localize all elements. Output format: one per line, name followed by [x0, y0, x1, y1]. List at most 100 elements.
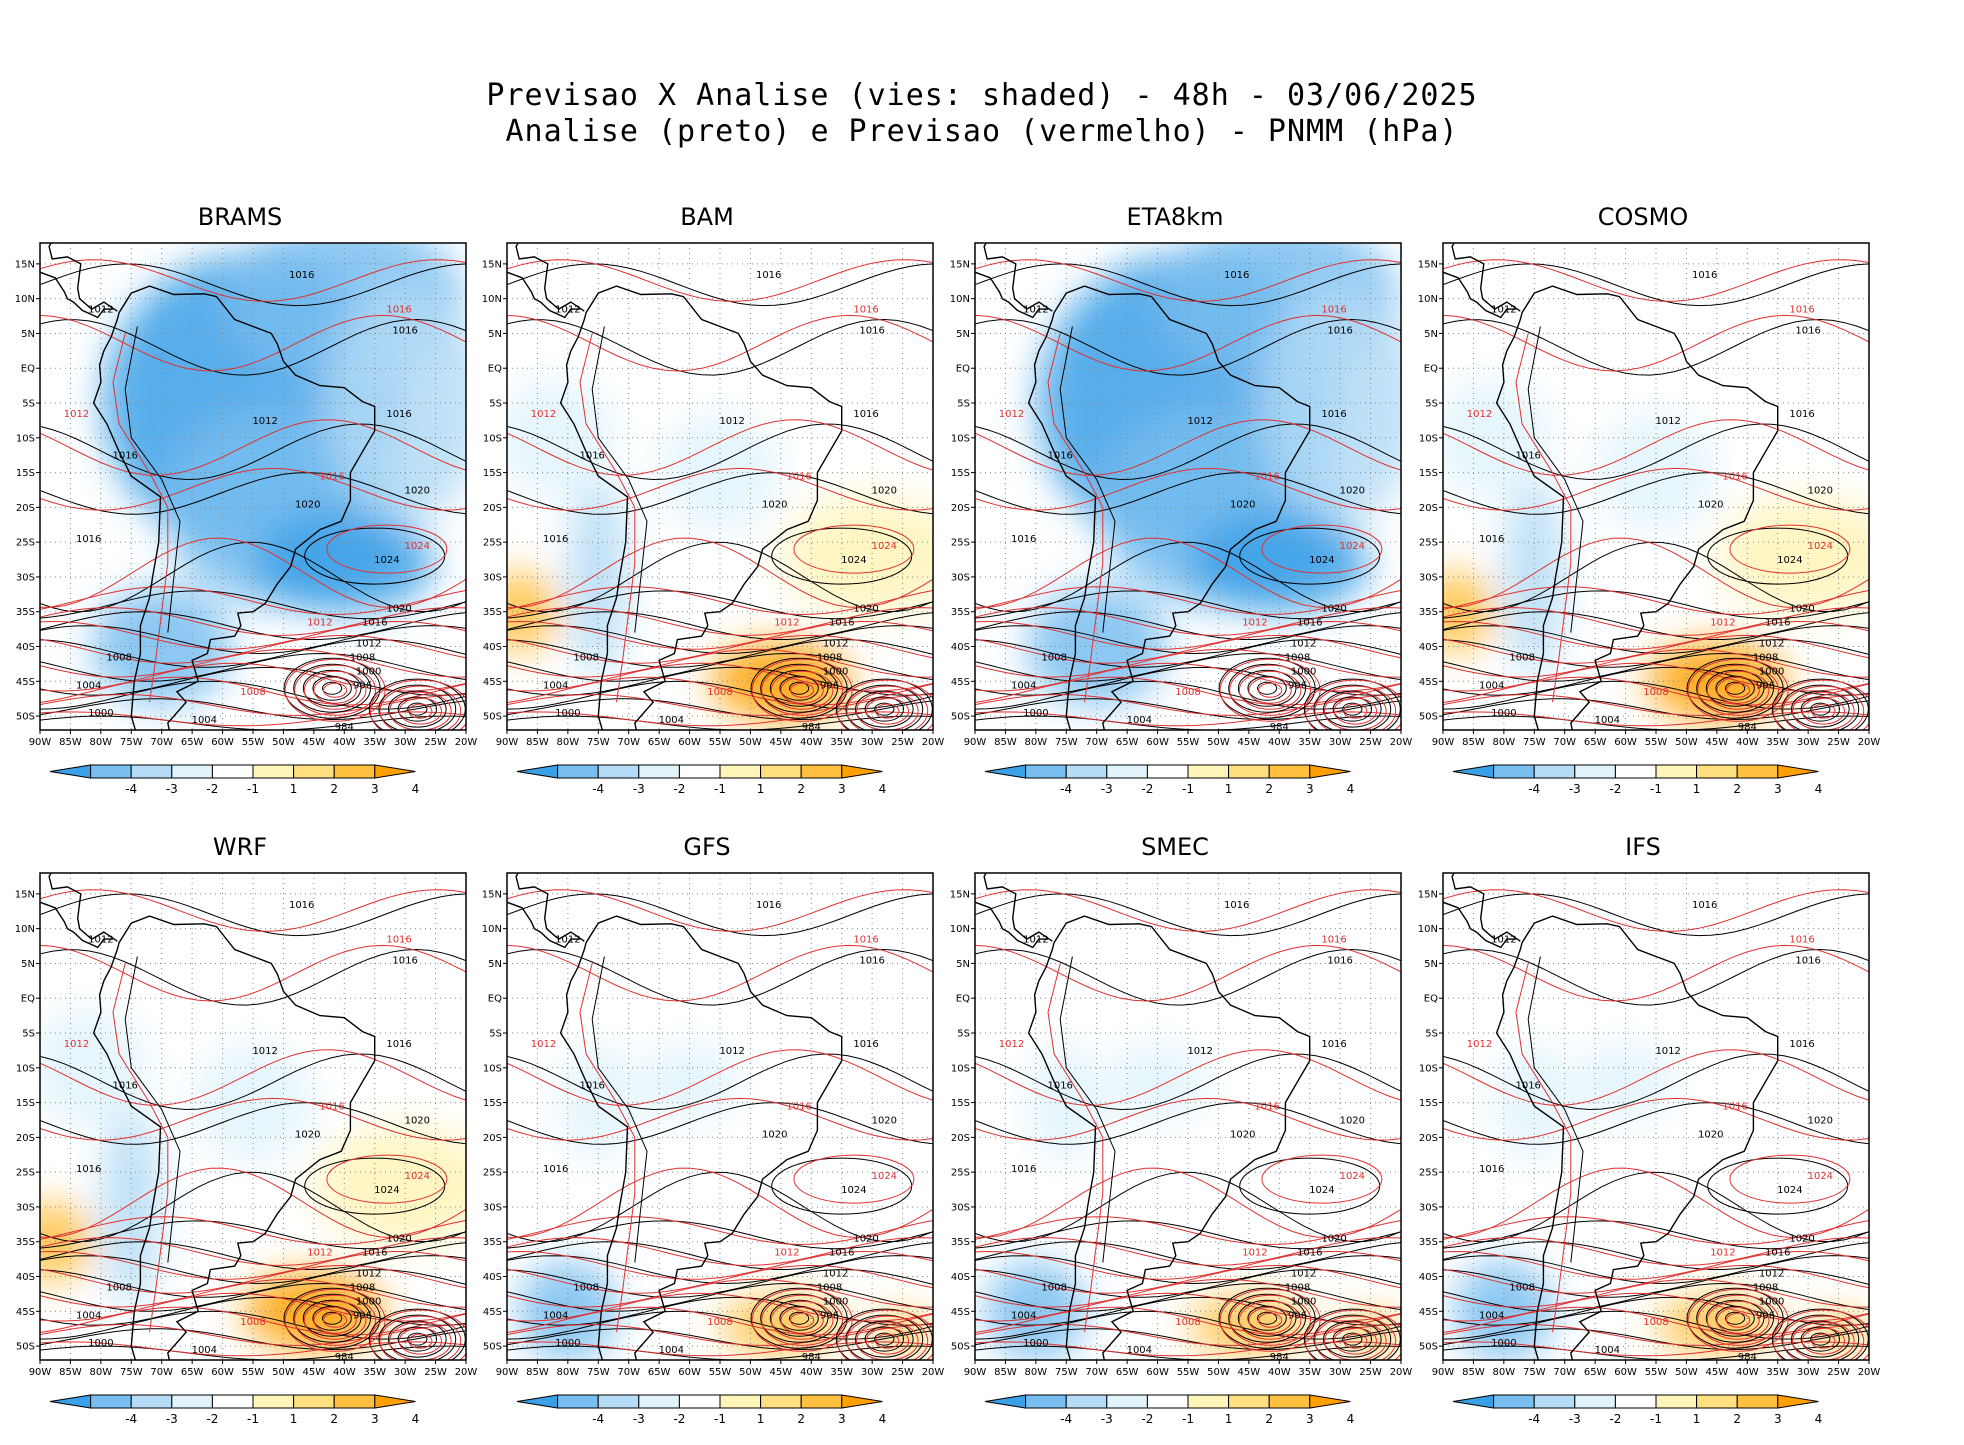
isobar-label: 1008	[1175, 1317, 1200, 1328]
isobar-label: 1016	[859, 955, 884, 966]
isobar-label: 1016	[1327, 325, 1352, 336]
lon-tick-label: 45W	[1706, 1367, 1729, 1378]
isobar-label: 1016	[543, 1164, 568, 1175]
colorbar-label: 2	[1733, 1412, 1741, 1426]
isobar-label: 1004	[659, 1345, 684, 1356]
lat-tick-label: 25S	[1419, 538, 1438, 549]
isobar-label: 1012	[1710, 1248, 1735, 1259]
lon-tick-label: 80W	[90, 1367, 113, 1378]
isobar-label: 1016	[1789, 409, 1814, 420]
colorbar: -4 -3 -2 -1 1 2 3 4	[516, 764, 887, 796]
lat-tick-label: 5S	[489, 1029, 502, 1040]
model-panel-smec: SMEC 1016 1016 1016 1012 1012 1012 1016 1016 1016…	[945, 825, 1413, 1445]
lon-tick-label: 55W	[1645, 1367, 1668, 1378]
model-panel-wrf: WRF 1016 1016 1016 1012 1012 1012 1016 1016 1016 1…	[10, 825, 478, 1445]
isobar-label: 1004	[1595, 715, 1620, 726]
lat-tick-label: 50S	[1419, 1342, 1438, 1353]
colorbar-label: -1	[714, 1412, 726, 1426]
lat-tick-label: 20S	[16, 1133, 35, 1144]
isobar-label: 984	[802, 1352, 821, 1363]
colorbar-label: -4	[125, 1412, 137, 1426]
isobar-label: 1020	[1230, 499, 1255, 510]
colorbar-label: 2	[1265, 782, 1273, 796]
lon-tick-label: 65W	[1584, 737, 1607, 748]
colorbar-label: 4	[1347, 782, 1355, 796]
colorbar-label: 4	[412, 1412, 420, 1426]
panel-title: ETA8km	[1126, 203, 1224, 231]
colorbar-label: 4	[1815, 782, 1823, 796]
lon-tick-label: 70W	[150, 1367, 173, 1378]
isobar-label: 1016	[112, 451, 137, 462]
panel-title: BRAMS	[197, 203, 283, 231]
lon-tick-label: 70W	[1553, 737, 1576, 748]
isobar-label: 1016	[1692, 270, 1717, 281]
lon-tick-label: 45W	[303, 737, 326, 748]
lon-tick-label: 55W	[242, 1367, 265, 1378]
lat-tick-label: EQ	[1424, 364, 1438, 375]
bias-map: 1016 1016 1016 1012 1012 1012 1016 1016 1016 1020…	[482, 242, 944, 796]
lon-tick-label: 30W	[1797, 1367, 1820, 1378]
colorbar-label: 1	[1225, 1412, 1233, 1426]
lat-tick-label: 35S	[483, 607, 502, 618]
isobar-label: 1008	[573, 652, 598, 663]
lat-tick-label: 50S	[16, 1342, 35, 1353]
isobar-label: 1000	[356, 1296, 381, 1307]
isobar-label: 1000	[555, 1338, 580, 1349]
isobar-label: 1000	[1291, 666, 1316, 677]
lat-tick-label: 40S	[951, 1272, 970, 1283]
lon-tick-label: 85W	[1462, 737, 1485, 748]
bias-map: 1016 1016 1016 1012 1012 1012 1016 1016 1016 1020…	[1418, 242, 1880, 796]
isobar-label: 1012	[1242, 618, 1267, 629]
lat-tick-label: 30S	[16, 1202, 35, 1213]
colorbar-label: -2	[1609, 782, 1621, 796]
colorbar-label: 1	[1693, 782, 1701, 796]
lat-tick-label: 35S	[16, 607, 35, 618]
colorbar-label: 4	[1815, 1412, 1823, 1426]
lat-tick-label: 5N	[1424, 329, 1438, 340]
isobar-label: 1016	[289, 270, 314, 281]
isobar-label: 1016	[1224, 900, 1249, 911]
lat-tick-label: 10N	[1418, 924, 1438, 935]
lon-tick-label: 75W	[1523, 1367, 1546, 1378]
isobar-label: 996	[1756, 680, 1775, 691]
lon-tick-label: 45W	[770, 1367, 793, 1378]
panel-title: BAM	[680, 203, 734, 231]
colorbar-label: 4	[879, 782, 887, 796]
isobar-label: 1016	[1789, 935, 1814, 946]
lat-tick-label: 45S	[483, 677, 502, 688]
lon-tick-label: 35W	[1766, 737, 1789, 748]
isobar-label: 1012	[252, 416, 277, 427]
lon-tick-label: 80W	[557, 1367, 580, 1378]
isobar-label: 1012	[823, 639, 848, 650]
isobar-label: 1020	[386, 604, 411, 615]
lat-tick-label: 10N	[950, 294, 970, 305]
isobar-label: 1012	[64, 1039, 89, 1050]
isobar-label: 1000	[88, 708, 113, 719]
isobar-label: 1016	[319, 1102, 344, 1113]
lon-tick-label: 85W	[1462, 1367, 1485, 1378]
colorbar-label: -1	[714, 782, 726, 796]
isobar-label: 1020	[1789, 1234, 1814, 1245]
model-panel-brams: BRAMS 1016 1016 1016 1012 1012 1012 1016 1016 101…	[10, 195, 478, 815]
lon-tick-label: 50W	[1675, 737, 1698, 748]
isobar-label: 1004	[1595, 1345, 1620, 1356]
colorbar-label: 2	[1265, 1412, 1273, 1426]
isobar-label: 1020	[405, 485, 430, 496]
isobar-label: 1024	[1340, 541, 1365, 552]
lat-tick-label: 45S	[1419, 677, 1438, 688]
colorbar-label: 1	[757, 1412, 765, 1426]
lon-tick-label: 30W	[394, 737, 417, 748]
lat-tick-label: 10N	[1418, 294, 1438, 305]
isobar-label: 1016	[1011, 534, 1036, 545]
lat-tick-label: 10S	[1419, 433, 1438, 444]
lon-tick-label: 75W	[1055, 1367, 1078, 1378]
lat-tick-label: 5N	[1424, 959, 1438, 970]
lon-tick-label: 85W	[994, 1367, 1017, 1378]
lon-tick-label: 45W	[770, 737, 793, 748]
isobar-label: 984	[335, 1352, 354, 1363]
colorbar: -4 -3 -2 -1 1 2 3 4	[516, 1394, 886, 1426]
lat-tick-label: 10N	[15, 294, 35, 305]
model-panel-gfs: GFS 1016 1016 1016 1012 1012 1012 1016 1016 1016 1…	[477, 825, 945, 1445]
isobar-label: 984	[335, 722, 354, 733]
lon-tick-label: 90W	[964, 1367, 987, 1378]
